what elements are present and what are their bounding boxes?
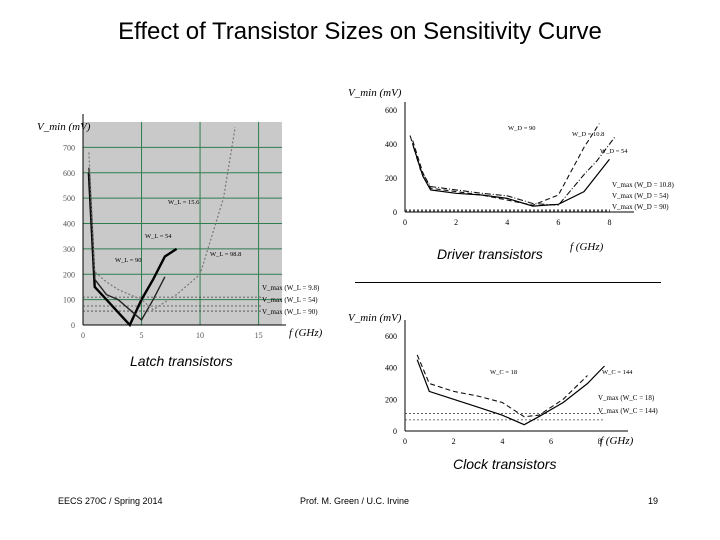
x-tick-label: 6 — [549, 437, 553, 446]
series-line — [88, 167, 166, 321]
y-tick-label: 600 — [385, 106, 397, 115]
curve-label: W_L = 98.8 — [210, 251, 241, 258]
y-tick-label: 0 — [71, 321, 75, 330]
y-tick-label: 600 — [63, 169, 75, 178]
x-tick-label: 8 — [608, 218, 612, 227]
threshold-label: V_max (W_C = 144) — [598, 407, 658, 415]
y-axis-label: V_min (mV) — [37, 121, 91, 133]
y-tick-label: 400 — [63, 220, 75, 229]
x-tick-label: 5 — [140, 331, 144, 340]
footer-author: Prof. M. Green / U.C. Irvine — [300, 496, 410, 506]
threshold-label: V_max (W_L = 54) — [262, 296, 318, 304]
curve-label: W_C = 18 — [490, 369, 517, 376]
separator-line — [355, 282, 661, 283]
y-tick-label: 0 — [393, 208, 397, 217]
series-line — [416, 354, 588, 418]
x-tick-label: 2 — [454, 218, 458, 227]
y-tick-label: 100 — [63, 296, 75, 305]
x-axis-label: f (GHz) — [570, 241, 604, 253]
curve-label: W_L = 54 — [145, 233, 172, 240]
y-axis-label: V_min (mV) — [348, 312, 402, 324]
x-tick-label: 0 — [403, 437, 407, 446]
x-tick-label: 10 — [196, 331, 204, 340]
y-tick-label: 400 — [385, 140, 397, 149]
y-axis-label: V_min (mV) — [348, 87, 402, 99]
driver-caption: Driver transistors — [437, 246, 543, 262]
y-tick-label: 500 — [63, 194, 75, 203]
curve-label: W_C = 144 — [602, 369, 633, 376]
curve-label: W_L = 15.6 — [168, 199, 200, 206]
latch-caption: Latch transistors — [130, 353, 233, 369]
x-tick-label: 15 — [255, 331, 263, 340]
series-line — [412, 143, 610, 207]
y-tick-label: 700 — [63, 143, 75, 152]
x-tick-label: 0 — [403, 218, 407, 227]
footer-course: EECS 270C / Spring 2014 — [58, 496, 163, 506]
x-tick-label: 6 — [556, 218, 560, 227]
x-tick-label: 2 — [452, 437, 456, 446]
x-axis-label: f (GHz) — [600, 435, 634, 447]
y-tick-label: 200 — [385, 174, 397, 183]
y-tick-label: 200 — [385, 395, 397, 404]
page-number: 19 — [648, 496, 659, 506]
curve-label: W_D = 90 — [508, 125, 536, 132]
y-tick-label: 400 — [385, 364, 397, 373]
curve-label: W_D = 10.8 — [572, 131, 604, 138]
series-line — [416, 359, 605, 426]
curve-label: W_D = 54 — [600, 148, 628, 155]
threshold-label: V_max (W_L = 9.8) — [262, 284, 320, 292]
slide-title: Effect of Transistor Sizes on Sensitivit… — [118, 18, 602, 45]
x-tick-label: 4 — [505, 218, 509, 227]
y-tick-label: 0 — [393, 427, 397, 436]
y-tick-label: 200 — [63, 270, 75, 279]
y-tick-label: 600 — [385, 332, 397, 341]
series-line — [412, 123, 600, 206]
threshold-label: V_max (W_D = 90) — [612, 203, 669, 211]
y-tick-label: 300 — [63, 245, 75, 254]
clock-caption: Clock transistors — [453, 456, 557, 472]
x-tick-label: 4 — [500, 437, 504, 446]
series-line — [87, 172, 178, 328]
series-line — [409, 135, 616, 206]
x-axis-label: f (GHz) — [289, 327, 323, 339]
x-tick-label: 8 — [598, 437, 602, 446]
x-tick-label: 0 — [81, 331, 85, 340]
curve-label: W_L = 90 — [115, 257, 142, 264]
threshold-label: V_max (W_L = 90) — [262, 308, 318, 316]
threshold-label: V_max (W_D = 10.8) — [612, 181, 675, 189]
threshold-label: V_max (W_D = 54) — [612, 192, 669, 200]
threshold-label: V_max (W_C = 18) — [598, 394, 655, 402]
series-line — [88, 127, 236, 311]
